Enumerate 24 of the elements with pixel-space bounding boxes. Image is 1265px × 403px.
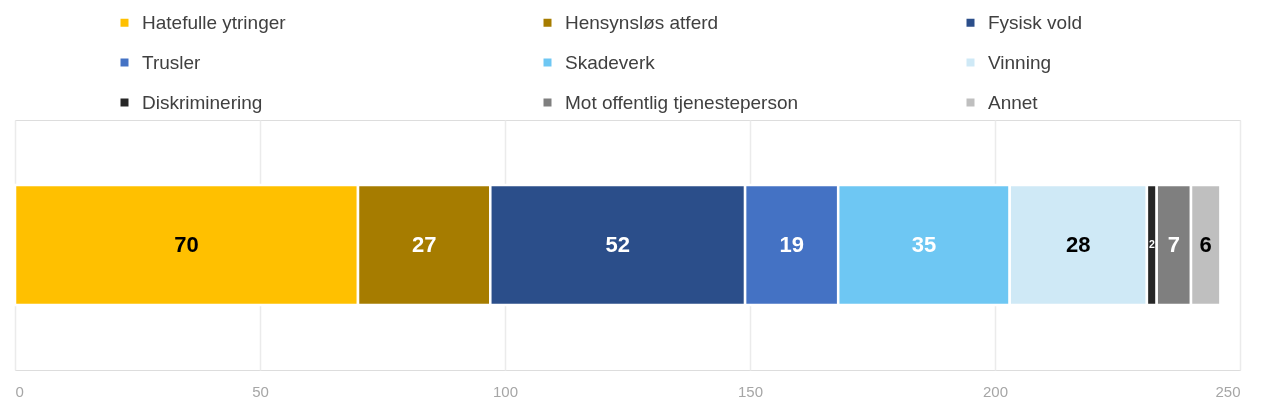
x-tick-label: 150 [737, 382, 764, 400]
legend-label: Hatefulle ytringer [142, 11, 287, 33]
legend-label: Vinning [988, 51, 1052, 73]
data-label: 35 [911, 232, 937, 257]
legend-label: Mot offentlig tjenesteperson [565, 91, 799, 113]
x-tick-label: 250 [1215, 382, 1241, 400]
legend-label: Trusler [142, 51, 202, 73]
data-label: 6 [1199, 232, 1212, 257]
legend-label: Skadeverk [565, 51, 656, 73]
legend-label: Fysisk vold [988, 11, 1082, 33]
data-label: 27 [411, 232, 437, 257]
x-tick-label: 100 [492, 382, 519, 400]
data-label: 52 [605, 232, 630, 257]
x-tick-label: 200 [982, 382, 1009, 400]
data-label: 19 [779, 232, 804, 257]
x-tick-label: 0 [15, 382, 24, 400]
data-label: 2 [1148, 238, 1155, 250]
data-label: 70 [174, 232, 199, 257]
data-label: 28 [1066, 232, 1091, 257]
data-label: 7 [1167, 232, 1180, 257]
legend-label: Hensynsløs atferd [565, 11, 719, 33]
x-tick-label: 50 [252, 382, 269, 400]
legend-label: Diskriminering [142, 91, 263, 113]
legend-label: Annet [988, 91, 1039, 113]
